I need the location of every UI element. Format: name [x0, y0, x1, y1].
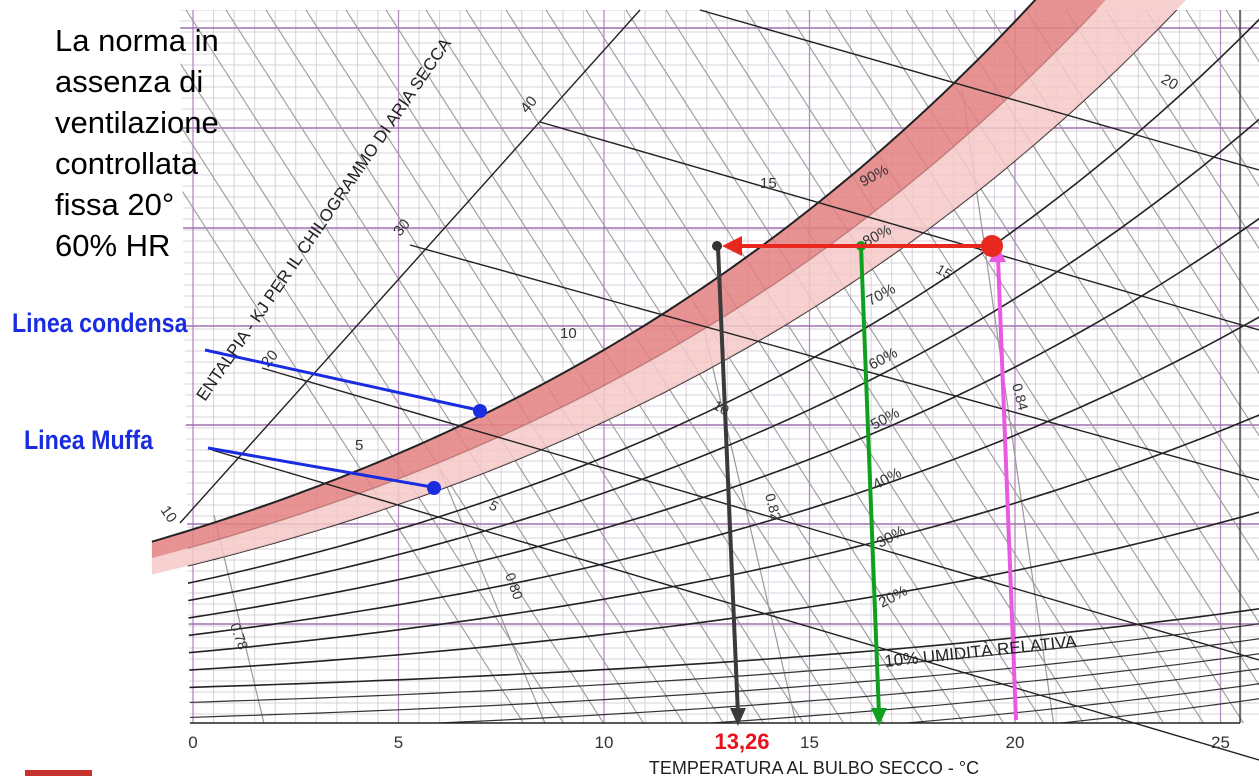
x-tick-label: 15: [800, 733, 819, 752]
wet-bulb-line: [719, 10, 1259, 723]
dew-point-marker: [712, 241, 722, 251]
mold-point-line: [859, 246, 881, 716]
rh-curve: [180, 315, 1259, 641]
x-tick-label: 5: [394, 733, 403, 752]
specific-volume-line: [439, 469, 553, 723]
initial-state-point: [981, 235, 1003, 257]
wet-bulb-line: [279, 10, 961, 723]
wet-bulb-tick-label: 15: [934, 261, 956, 283]
condensa-band: [151, 0, 1106, 559]
wet-bulb-tick-label: 20: [1158, 71, 1181, 94]
rh-curve: [180, 413, 1259, 657]
note-line: assenza di: [55, 64, 204, 99]
rh-curve: [180, 116, 1259, 608]
wet-bulb-line: [599, 10, 1259, 723]
dew-point-arrowhead: [730, 708, 746, 726]
muffa-pointer: [207, 446, 433, 489]
wet-bulb-line: [839, 10, 1259, 723]
wet-bulb-tick-label: 10: [560, 325, 577, 342]
muffa-pointer-dot: [427, 481, 441, 495]
x-tick-label: 25: [1211, 733, 1230, 752]
wet-bulb-line: [759, 10, 1259, 723]
note-line: 60% HR: [55, 228, 171, 263]
wet-bulb-line: [180, 10, 801, 723]
wet-bulb-line: [199, 10, 881, 723]
enthalpy-tick-label: 40: [517, 93, 541, 117]
rh-curve: [180, 652, 1259, 723]
specific-volume-line: [961, 89, 1057, 723]
volume-label: 0.84: [1009, 382, 1032, 413]
x-tick-label: 10: [595, 733, 614, 752]
dew-point-line: [716, 246, 740, 716]
rh-label: 40%: [870, 464, 904, 493]
rh-label: 20%: [876, 582, 910, 611]
condensa-pointer: [204, 348, 479, 412]
wet-bulb-tick-label: 5: [487, 497, 502, 515]
muffa-band: [151, 0, 1186, 575]
corner-accent-bar: [25, 770, 92, 776]
wet-bulb-line: [180, 10, 841, 723]
wet-bulb-line: [239, 10, 921, 723]
wet-bulb-tick-label: 10: [711, 397, 733, 419]
note-line: La norma in: [55, 23, 219, 58]
wet-bulb-line: [180, 10, 601, 723]
wet-bulb-tick-label: 15: [760, 175, 777, 192]
condensa-pointer-dot: [473, 404, 487, 418]
mold-point-arrowhead: [871, 708, 887, 726]
wet-bulb-line: [180, 10, 641, 723]
rh-curve: [180, 697, 1259, 723]
x-axis-title: TEMPERATURA AL BULBO SECCO - °C: [649, 758, 979, 778]
dew-point-value: 13,26: [714, 729, 769, 754]
specific-volume-line: [703, 329, 801, 723]
wet-bulb-line: [1239, 10, 1259, 723]
wet-bulb-line: [180, 10, 761, 723]
rh-curve: [180, 216, 1259, 625]
enthalpy-lines: [179, 9, 1259, 761]
wet-bulb-tick-label: 5: [355, 437, 363, 454]
wet-bulb-line: [180, 10, 681, 723]
wet-bulb-line: [180, 10, 721, 723]
cooling-arrowhead: [722, 236, 742, 256]
note-text: La norma in assenza di ventilazione cont…: [55, 20, 255, 266]
wet-bulb-line: [879, 10, 1259, 723]
volume-label: 0.80: [502, 571, 526, 602]
rh-curve: [180, 622, 1259, 705]
wet-bulb-line: [1079, 10, 1259, 723]
note-line: ventilazione: [55, 105, 219, 140]
rh-curve: [180, 607, 1259, 690]
saturation-curve: [151, 0, 1037, 543]
wet-bulb-line: [799, 10, 1259, 723]
muffa-label: Linea Muffa: [24, 425, 154, 455]
x-tick-label: 0: [188, 733, 197, 752]
state-vertical-line: [996, 257, 1018, 721]
rh-curve: [180, 637, 1259, 720]
volume-label: 0.78: [227, 621, 251, 652]
x-tick-labels: 0 5 10 15 20 25: [188, 733, 1230, 752]
note-line: controllata: [55, 146, 199, 181]
rh-curve: [180, 16, 1259, 592]
rh-curve: [180, 510, 1259, 674]
wet-bulb-line: [180, 10, 561, 723]
condensa-label: Linea condensa: [12, 308, 188, 338]
note-line: fissa 20°: [55, 187, 175, 222]
enthalpy-tick-label: 10: [157, 503, 180, 526]
wet-bulb-line: [359, 10, 1041, 723]
wet-bulb-line: [319, 10, 1001, 723]
rh-curve: [180, 667, 1259, 723]
volume-label: 0.82: [762, 492, 785, 523]
x-tick-label: 20: [1006, 733, 1025, 752]
wet-bulb-line: [679, 10, 1259, 723]
